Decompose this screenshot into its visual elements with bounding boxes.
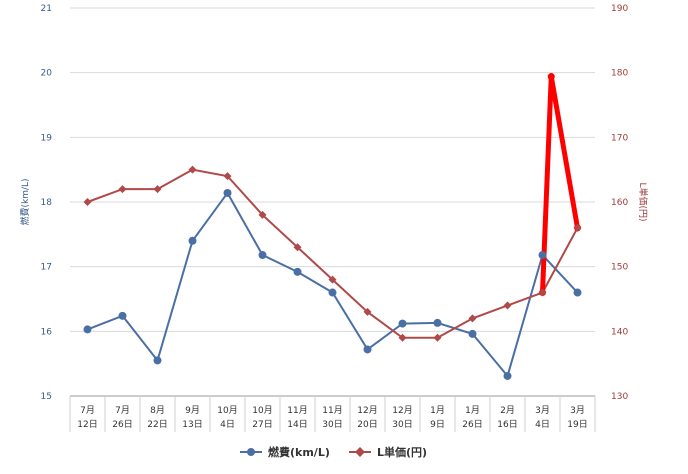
axes (69, 395, 596, 432)
x-tick-label-month: 3月 (535, 405, 550, 416)
x-tick-label-month: 8月 (150, 405, 165, 416)
data-point-1-10 (433, 333, 442, 342)
data-point-0-10 (433, 318, 442, 327)
x-tick-label-day: 14日 (287, 419, 307, 430)
data-point-1-13 (538, 288, 547, 297)
x-tick-label-day: 20日 (357, 419, 377, 430)
data-point-0-5 (258, 251, 267, 260)
legend-marker-fuel (247, 448, 255, 456)
x-tick-label-month: 7月 (80, 405, 95, 416)
x-axis-ticks: 7月 12日 7月 26日 8月 22日 9月 13日 10月 4日 10月 27日 11月 14日 11月… (77, 405, 587, 430)
x-tick-label-month: 12月 (392, 405, 412, 416)
left-axis-title: 燃費(km/L) (19, 178, 31, 225)
x-tick-label-day: 27日 (252, 419, 272, 430)
left-tick-label: 21 (41, 4, 52, 14)
x-tick-label-month: 11月 (322, 405, 342, 416)
x-tick-label-month: 10月 (252, 405, 272, 416)
data-point-0-6 (293, 267, 302, 276)
x-tick-label-day: 4日 (535, 419, 550, 430)
data-point-1-0 (83, 198, 92, 206)
right-axis-title: L単価(円) (637, 182, 649, 221)
legend-label-price: L単価(円) (377, 445, 427, 459)
left-tick-label: 17 (41, 263, 52, 273)
x-tick-label-day: 19日 (567, 419, 587, 430)
left-tick-label: 16 (41, 327, 53, 337)
right-tick-label: 180 (611, 69, 628, 79)
right-axis-ticks: 130 140 150 160 170 180 190 (611, 4, 628, 402)
x-tick-label-month: 7月 (115, 405, 130, 416)
gridlines (70, 7, 595, 332)
right-tick-label: 170 (611, 133, 628, 143)
x-tick-label-day: 13日 (182, 419, 202, 430)
data-point-1-2 (153, 185, 162, 194)
left-tick-label: 18 (41, 198, 53, 208)
data-point-0-8 (363, 345, 372, 354)
right-tick-label: 160 (611, 198, 628, 208)
data-point-1-6 (293, 243, 302, 252)
x-tick-label-day: 16日 (497, 419, 517, 430)
x-tick-label-month: 10月 (217, 405, 237, 416)
data-point-0-14 (573, 288, 582, 297)
x-tick-label-day: 4日 (220, 419, 235, 430)
data-point-0-0 (83, 325, 92, 334)
x-tick-label-month: 11月 (287, 405, 307, 416)
legend: 燃費(km/L) L単価(円) (240, 445, 427, 459)
data-point-1-7 (328, 275, 337, 284)
data-point-0-12 (503, 371, 512, 380)
data-point-1-1 (118, 185, 127, 194)
series-line-0 (87, 191, 579, 379)
left-tick-label: 15 (41, 392, 52, 402)
x-tick-label-day: 9日 (430, 419, 445, 430)
x-tick-label-day: 26日 (462, 419, 482, 430)
data-point-1-5 (258, 210, 267, 219)
x-tick-label-month: 3月 (570, 405, 585, 416)
annotation-overlay (539, 73, 581, 297)
data-point-0-1 (118, 311, 127, 320)
left-tick-label: 20 (41, 69, 53, 79)
right-tick-label: 150 (611, 263, 628, 273)
x-tick-label-month: 1月 (465, 405, 480, 416)
data-point-0-13 (538, 251, 547, 260)
x-tick-label-day: 22日 (147, 419, 167, 430)
series-lines (87, 168, 579, 379)
right-tick-label: 130 (611, 392, 628, 402)
x-tick-label-day: 30日 (392, 419, 412, 430)
data-point-1-14 (573, 223, 582, 232)
data-point-0-2 (153, 356, 162, 365)
x-tick-label-month: 12月 (357, 405, 377, 416)
data-point-0-3 (188, 236, 197, 245)
data-point-1-9 (398, 333, 407, 342)
data-point-1-12 (503, 301, 512, 310)
x-tick-label-month: 1月 (430, 405, 445, 416)
legend-marker-price (355, 447, 365, 457)
annotation-point-1 (547, 73, 555, 81)
right-tick-label: 140 (611, 327, 628, 337)
data-point-0-11 (468, 329, 477, 338)
data-point-0-4 (223, 188, 232, 197)
x-tick-label-day: 12日 (77, 419, 97, 430)
x-tick-label-month: 9月 (185, 405, 200, 416)
data-point-1-3 (188, 165, 197, 174)
data-point-0-9 (398, 319, 407, 328)
data-point-0-7 (328, 288, 337, 297)
right-tick-label: 190 (611, 4, 628, 14)
x-tick-label-day: 26日 (112, 419, 132, 430)
x-tick-label-month: 2月 (500, 405, 515, 416)
data-point-1-8 (363, 307, 372, 316)
series-markers (83, 165, 582, 380)
legend-label-fuel: 燃費(km/L) (267, 445, 330, 459)
data-point-1-4 (223, 172, 232, 181)
x-tick-label-day: 30日 (322, 419, 342, 430)
left-axis-ticks: 15 16 17 18 19 20 21 (41, 4, 53, 402)
left-tick-label: 19 (41, 133, 53, 143)
series-line-1 (87, 168, 579, 339)
data-point-1-11 (468, 314, 477, 323)
